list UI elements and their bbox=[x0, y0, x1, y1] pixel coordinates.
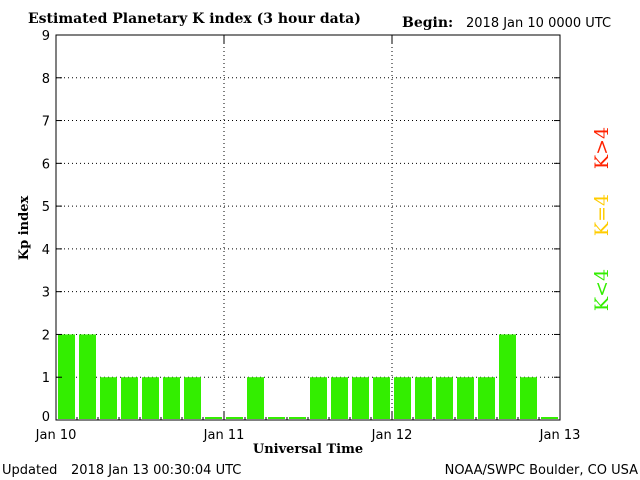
kp-bar bbox=[247, 377, 264, 419]
begin-value: 2018 Jan 10 0000 UTC bbox=[466, 16, 611, 31]
legend-low: K<4 bbox=[591, 269, 613, 311]
kp-bar bbox=[121, 377, 138, 419]
kp-bar bbox=[184, 377, 201, 419]
y-tick-label: 3 bbox=[42, 286, 50, 301]
updated-value: 2018 Jan 13 00:30:04 UTC bbox=[71, 463, 241, 478]
y-tick-label: 9 bbox=[42, 29, 50, 44]
legend-high: K>4 bbox=[591, 127, 613, 169]
x-axis-label: Universal Time bbox=[253, 442, 363, 457]
kp-bar bbox=[541, 417, 558, 419]
y-tick-label: 7 bbox=[42, 115, 50, 130]
plot-frame bbox=[55, 34, 561, 421]
y-tick-label: 4 bbox=[42, 243, 50, 258]
y-tick-label: 6 bbox=[42, 157, 50, 172]
kp-bar bbox=[415, 377, 432, 419]
kp-bar bbox=[478, 377, 495, 419]
kp-bar bbox=[394, 377, 411, 419]
x-tick-label: Jan 13 bbox=[539, 428, 581, 443]
y-axis-ticks: 0 1 2 3 4 5 6 7 8 9 bbox=[42, 29, 560, 425]
kp-bar bbox=[457, 377, 474, 419]
kp-bar bbox=[436, 377, 453, 419]
kp-bar bbox=[58, 334, 75, 419]
y-tick-label: 5 bbox=[42, 200, 50, 215]
begin-label: Begin: bbox=[402, 15, 453, 31]
y-axis-label: Kp index bbox=[17, 196, 32, 261]
kp-bar bbox=[142, 377, 159, 419]
kp-bar bbox=[352, 377, 369, 419]
y-tick-label: 0 bbox=[42, 410, 50, 425]
kp-bar bbox=[373, 377, 390, 419]
kp-bar bbox=[100, 377, 117, 419]
y-tick-label: 1 bbox=[42, 371, 50, 386]
kp-bar bbox=[499, 334, 516, 419]
kp-bar bbox=[79, 334, 96, 419]
kp-bar bbox=[520, 377, 537, 419]
kp-bar bbox=[331, 377, 348, 419]
x-tick-label: Jan 12 bbox=[371, 428, 413, 443]
legend-mid: K=4 bbox=[591, 194, 613, 236]
kp-bar bbox=[163, 377, 180, 419]
updated-label: Updated bbox=[2, 463, 57, 478]
y-tick-label: 8 bbox=[42, 72, 50, 87]
bars bbox=[58, 334, 558, 419]
kp-bar bbox=[310, 377, 327, 419]
x-tick-label: Jan 11 bbox=[203, 428, 245, 443]
x-tick-label: Jan 10 bbox=[35, 428, 77, 443]
kp-bar bbox=[268, 417, 285, 419]
kp-bar bbox=[226, 417, 243, 419]
kp-bar bbox=[205, 417, 222, 419]
chart-title: Estimated Planetary K index (3 hour data… bbox=[28, 11, 361, 27]
kp-bar bbox=[289, 417, 306, 419]
y-tick-label: 2 bbox=[42, 328, 50, 343]
grid-lines bbox=[56, 35, 560, 420]
source-credit: NOAA/SWPC Boulder, CO USA bbox=[445, 463, 638, 478]
